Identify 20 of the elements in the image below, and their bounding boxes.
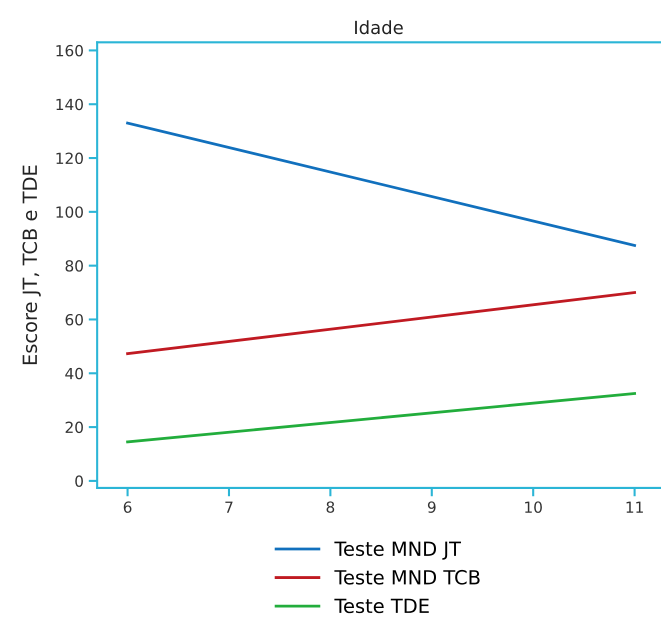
y-tick-label: 40 bbox=[65, 368, 83, 380]
y-tick-label: 120 bbox=[56, 152, 83, 164]
x-tick-label: 6 bbox=[124, 501, 132, 513]
x-tick-label: 7 bbox=[225, 502, 233, 513]
x-tick-label: 10 bbox=[525, 501, 542, 513]
y-tick-label: 80 bbox=[66, 260, 83, 272]
y-tick-label: 0 bbox=[75, 475, 83, 487]
legend-label: Teste MND TCB bbox=[334, 570, 480, 585]
legend-label: Teste MND JT bbox=[334, 542, 462, 560]
x-tick-label: 9 bbox=[428, 501, 436, 513]
y-axis-title: Escore JT, TCB e TDE bbox=[22, 165, 41, 364]
x-tick-label: 11 bbox=[626, 502, 643, 513]
y-tick-label: 20 bbox=[66, 422, 83, 434]
y-tick-label: 140 bbox=[56, 98, 83, 110]
y-tick-label: 160 bbox=[56, 44, 83, 56]
x-tick-label: 8 bbox=[326, 501, 334, 513]
y-tick-label: 100 bbox=[56, 206, 83, 218]
chart-title: Idade bbox=[355, 20, 403, 34]
legend-label: Teste TDE bbox=[334, 598, 429, 614]
y-tick-label: 60 bbox=[66, 314, 83, 326]
